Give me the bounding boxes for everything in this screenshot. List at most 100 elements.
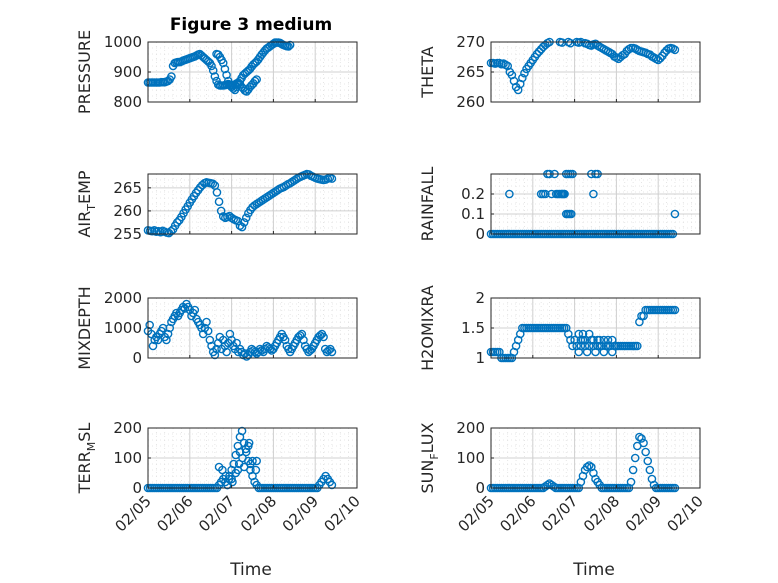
x-tick-label: 02/05 bbox=[112, 492, 155, 535]
y-axis-label: TERRMSL bbox=[75, 423, 98, 495]
data-point bbox=[208, 179, 218, 188]
y-axis-label: RAINFALL bbox=[418, 167, 437, 242]
data-point bbox=[237, 222, 247, 232]
y-tick-label: 1000 bbox=[104, 33, 142, 51]
data-point bbox=[202, 317, 211, 327]
x-axis-label-right: Time bbox=[572, 560, 615, 580]
subplot-1: 800 900 1000 PRESSURE bbox=[75, 30, 358, 114]
y-tick-label: 0.2 bbox=[461, 185, 485, 203]
y-axis-label: MIXDEPTH bbox=[75, 286, 94, 369]
data-point bbox=[227, 474, 236, 484]
data-point bbox=[595, 341, 604, 351]
data-point bbox=[222, 70, 231, 80]
data-point bbox=[607, 335, 617, 345]
data-point bbox=[630, 453, 640, 463]
data-point bbox=[205, 335, 215, 345]
data-point bbox=[162, 335, 171, 345]
data-point bbox=[603, 341, 613, 351]
y-label-subscript: T bbox=[85, 204, 98, 212]
data-point bbox=[284, 42, 293, 51]
data-point bbox=[518, 73, 527, 83]
data-point bbox=[633, 341, 642, 351]
y-axis-label: SUNFLUX bbox=[418, 422, 441, 493]
data-point bbox=[250, 76, 260, 86]
data-point bbox=[165, 323, 175, 333]
data-point bbox=[670, 305, 680, 315]
data-point bbox=[225, 329, 235, 339]
y-tick-label: 265 bbox=[113, 179, 142, 197]
data-point bbox=[212, 188, 222, 197]
data-point bbox=[212, 344, 221, 354]
data-point bbox=[327, 480, 337, 490]
data-point bbox=[589, 189, 598, 199]
data-point bbox=[229, 459, 238, 469]
y-tick-label: 260 bbox=[456, 93, 485, 111]
data-point bbox=[218, 212, 228, 221]
data-point bbox=[172, 218, 182, 227]
data-point bbox=[327, 174, 337, 183]
x-tick-label: 02/07 bbox=[538, 492, 581, 535]
data-point bbox=[557, 38, 567, 47]
x-tick-label: 02/05 bbox=[455, 492, 498, 535]
y-label-main: AIR bbox=[75, 211, 94, 238]
data-point bbox=[559, 189, 569, 199]
data-point bbox=[612, 341, 621, 351]
subplot-5: 0 1000 2000 MIXDEPTH bbox=[75, 286, 358, 370]
data-point bbox=[239, 218, 249, 227]
subplot-2: 260 265 270 THETA bbox=[418, 33, 701, 111]
data-point bbox=[655, 53, 665, 63]
y-tick-label: 0 bbox=[132, 479, 142, 497]
data-point bbox=[148, 341, 158, 351]
data-point bbox=[534, 47, 544, 56]
data-point bbox=[252, 456, 261, 466]
data-point bbox=[237, 426, 247, 436]
data-point bbox=[566, 38, 575, 48]
y-tick-label: 100 bbox=[113, 449, 142, 467]
axes-box bbox=[147, 173, 358, 235]
data-point bbox=[299, 335, 308, 345]
x-tick-label: 02/10 bbox=[664, 492, 707, 535]
data-point bbox=[584, 329, 594, 339]
data-point bbox=[220, 64, 230, 74]
data-point bbox=[670, 45, 680, 55]
y-label-main: SUN bbox=[418, 460, 437, 494]
data-point bbox=[223, 480, 232, 490]
y-axis-label: H2OMIXRA bbox=[418, 285, 437, 371]
data-point bbox=[639, 438, 648, 448]
x-axis-label-left: Time bbox=[229, 560, 272, 580]
y-tick-label: 0 bbox=[132, 349, 142, 367]
subplot-8: 0 100 200 SUNFLUX 02/0502/0602/0702/0802/090… bbox=[418, 419, 707, 535]
data-point bbox=[153, 335, 163, 345]
data-point bbox=[156, 227, 165, 237]
data-point bbox=[327, 347, 337, 357]
data-point bbox=[166, 226, 176, 236]
data-point bbox=[280, 335, 290, 345]
y-label-rest: EMP bbox=[75, 170, 94, 204]
data-point bbox=[645, 465, 655, 475]
y-tick-label: 1.5 bbox=[461, 319, 485, 337]
y-tick-label: 900 bbox=[113, 63, 142, 81]
data-point bbox=[505, 189, 514, 199]
data-point bbox=[251, 465, 261, 475]
data-point bbox=[635, 432, 644, 442]
data-point bbox=[203, 326, 213, 336]
y-tick-label: 260 bbox=[113, 202, 142, 220]
y-axis-label: AIRTEMP bbox=[75, 170, 98, 237]
y-tick-label: 270 bbox=[456, 33, 485, 51]
x-tick-label: 02/09 bbox=[622, 492, 665, 535]
y-tick-label: 255 bbox=[113, 225, 142, 243]
y-tick-label: 200 bbox=[456, 419, 485, 437]
data-point bbox=[218, 58, 228, 68]
y-tick-label: 1000 bbox=[104, 319, 142, 337]
data-point bbox=[207, 61, 216, 71]
subplot-3: 255 260 265 AIRTEMP bbox=[75, 169, 358, 243]
data-point bbox=[163, 329, 173, 339]
x-tick-label: 02/08 bbox=[237, 492, 280, 535]
subplot-7: 0 100 200 TERRMSL 02/0502/0602/0702/0802/090… bbox=[75, 419, 364, 535]
x-tick-label: 02/06 bbox=[153, 492, 196, 535]
data-point bbox=[216, 206, 226, 216]
data-point bbox=[520, 68, 529, 78]
data-point bbox=[214, 197, 224, 206]
